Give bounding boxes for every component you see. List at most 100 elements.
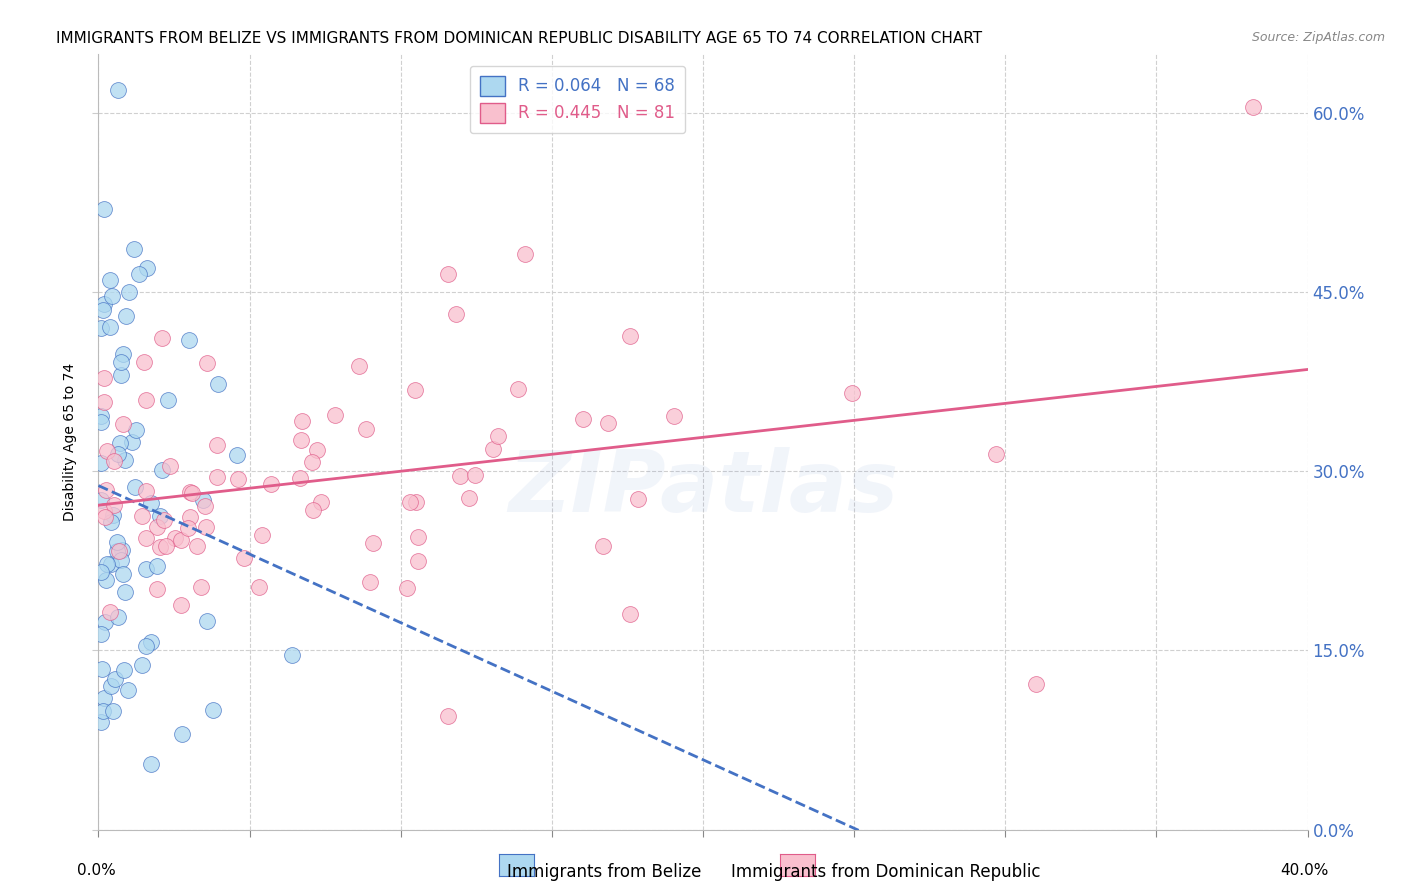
Point — [464, 468, 486, 483]
Point — [226, 449, 249, 463]
Point — [105, 543, 128, 558]
Point — [436, 268, 458, 282]
Point — [136, 261, 159, 276]
Point — [449, 469, 471, 483]
Point — [1024, 677, 1046, 691]
Point — [111, 347, 134, 361]
Point — [619, 329, 641, 343]
Point — [94, 509, 117, 524]
Point — [482, 442, 505, 457]
Point — [110, 553, 132, 567]
Point — [190, 580, 212, 594]
Point — [90, 415, 112, 429]
Point — [103, 498, 125, 512]
Point — [150, 330, 173, 344]
Point — [260, 477, 283, 491]
Point — [124, 480, 146, 494]
Point — [395, 581, 418, 595]
Point — [110, 542, 132, 557]
Point — [404, 383, 426, 397]
Point — [93, 691, 115, 706]
Point — [181, 486, 204, 500]
Point — [179, 510, 201, 524]
Y-axis label: Disability Age 65 to 74: Disability Age 65 to 74 — [63, 362, 77, 521]
Point — [191, 493, 214, 508]
Point — [96, 483, 118, 497]
Point — [94, 573, 117, 587]
Point — [170, 533, 193, 548]
Text: Immigrants from Dominican Republic: Immigrants from Dominican Republic — [731, 863, 1040, 881]
Point — [172, 727, 194, 741]
Point — [406, 554, 429, 568]
Point — [118, 285, 141, 299]
Point — [101, 704, 124, 718]
Point — [90, 565, 112, 579]
Point — [627, 491, 650, 506]
Point — [195, 614, 218, 628]
Text: Immigrants from Belize: Immigrants from Belize — [508, 863, 702, 881]
Point — [103, 454, 125, 468]
Point — [179, 485, 201, 500]
Point — [228, 472, 250, 486]
Point — [90, 456, 112, 470]
Point — [122, 242, 145, 256]
Point — [405, 495, 427, 509]
Point — [408, 530, 430, 544]
Point — [153, 513, 176, 527]
Point — [93, 297, 115, 311]
Point — [107, 609, 129, 624]
Point — [232, 550, 254, 565]
Point — [571, 412, 593, 426]
Point — [91, 302, 114, 317]
Point — [170, 598, 193, 612]
Point — [291, 414, 314, 428]
Point — [90, 409, 112, 424]
Point — [984, 447, 1007, 461]
Point — [207, 376, 229, 391]
Point — [141, 756, 163, 771]
Point — [201, 703, 224, 717]
Point — [177, 520, 200, 534]
Point — [90, 715, 112, 730]
Point — [205, 438, 228, 452]
Point — [124, 423, 146, 437]
Point — [98, 606, 121, 620]
Point — [515, 246, 537, 260]
Point — [128, 268, 150, 282]
Point — [359, 575, 381, 590]
Point — [114, 453, 136, 467]
Point — [96, 557, 118, 571]
Point — [486, 429, 509, 443]
Point — [197, 356, 219, 370]
Point — [179, 333, 201, 347]
Point — [444, 307, 467, 321]
Point — [90, 321, 112, 335]
Text: ZIPatlas: ZIPatlas — [508, 447, 898, 530]
Point — [149, 540, 172, 554]
Point — [247, 580, 270, 594]
Point — [112, 663, 135, 677]
Point — [114, 585, 136, 599]
Point — [150, 463, 173, 477]
Point — [354, 422, 377, 436]
Point — [111, 417, 134, 431]
Point — [93, 395, 115, 409]
Point — [90, 662, 112, 676]
Point — [93, 371, 115, 385]
Point — [131, 658, 153, 673]
Point — [104, 672, 127, 686]
Point — [132, 354, 155, 368]
Point — [105, 534, 128, 549]
Point — [91, 704, 114, 718]
Point — [135, 483, 157, 498]
Point — [309, 495, 332, 509]
Point — [363, 535, 385, 549]
Point — [146, 559, 169, 574]
Point — [110, 355, 132, 369]
Point — [90, 492, 112, 507]
Point — [399, 495, 422, 509]
Point — [93, 202, 115, 216]
Point — [458, 491, 481, 505]
Text: 0.0%: 0.0% — [77, 863, 117, 879]
Point — [107, 446, 129, 460]
